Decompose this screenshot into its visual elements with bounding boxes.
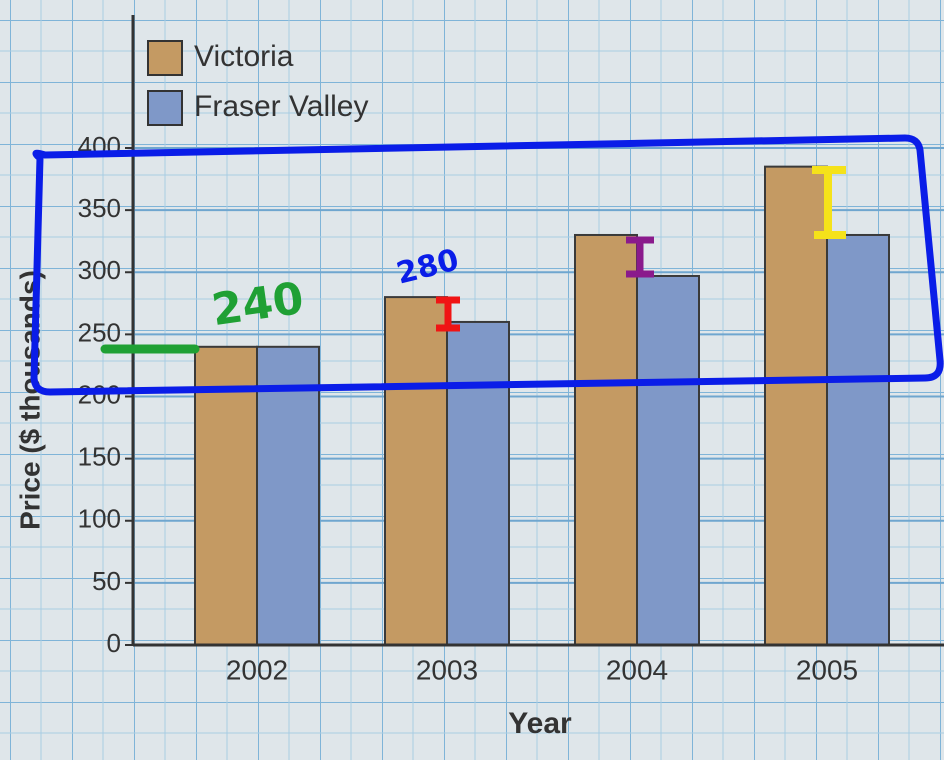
- y-tick-label: 100: [78, 504, 121, 534]
- y-axis-title: Price ($ thousands): [14, 270, 45, 530]
- difference-mark: [626, 236, 654, 278]
- bar: [826, 233, 890, 646]
- x-tick-label: 2004: [606, 654, 668, 685]
- y-tick-label: 50: [92, 566, 121, 596]
- bar: [574, 233, 638, 646]
- highlight-box: [30, 134, 944, 396]
- bar: [446, 320, 510, 646]
- x-tick-label: 2005: [796, 654, 858, 685]
- legend-swatch: [147, 90, 183, 126]
- difference-mark: [812, 166, 846, 239]
- bar: [636, 274, 700, 646]
- legend-label: Fraser Valley: [194, 90, 369, 123]
- y-tick-label: 250: [78, 317, 121, 347]
- bar: [256, 345, 320, 646]
- legend-swatch: [147, 40, 183, 76]
- bar: [764, 165, 828, 646]
- y-tick-label: 150: [78, 442, 121, 472]
- x-tick-label: 2002: [226, 654, 288, 685]
- bar: [384, 296, 448, 646]
- y-tick-label: 350: [78, 193, 121, 223]
- bar: [194, 345, 258, 646]
- x-axis-title: Year: [508, 707, 572, 740]
- y-tick-label: 0: [107, 628, 121, 658]
- annotation: 240: [209, 273, 307, 336]
- legend-label: Victoria: [194, 40, 294, 73]
- difference-mark: [436, 296, 460, 332]
- y-tick-label: 300: [78, 255, 121, 285]
- x-tick-label: 2003: [416, 654, 478, 685]
